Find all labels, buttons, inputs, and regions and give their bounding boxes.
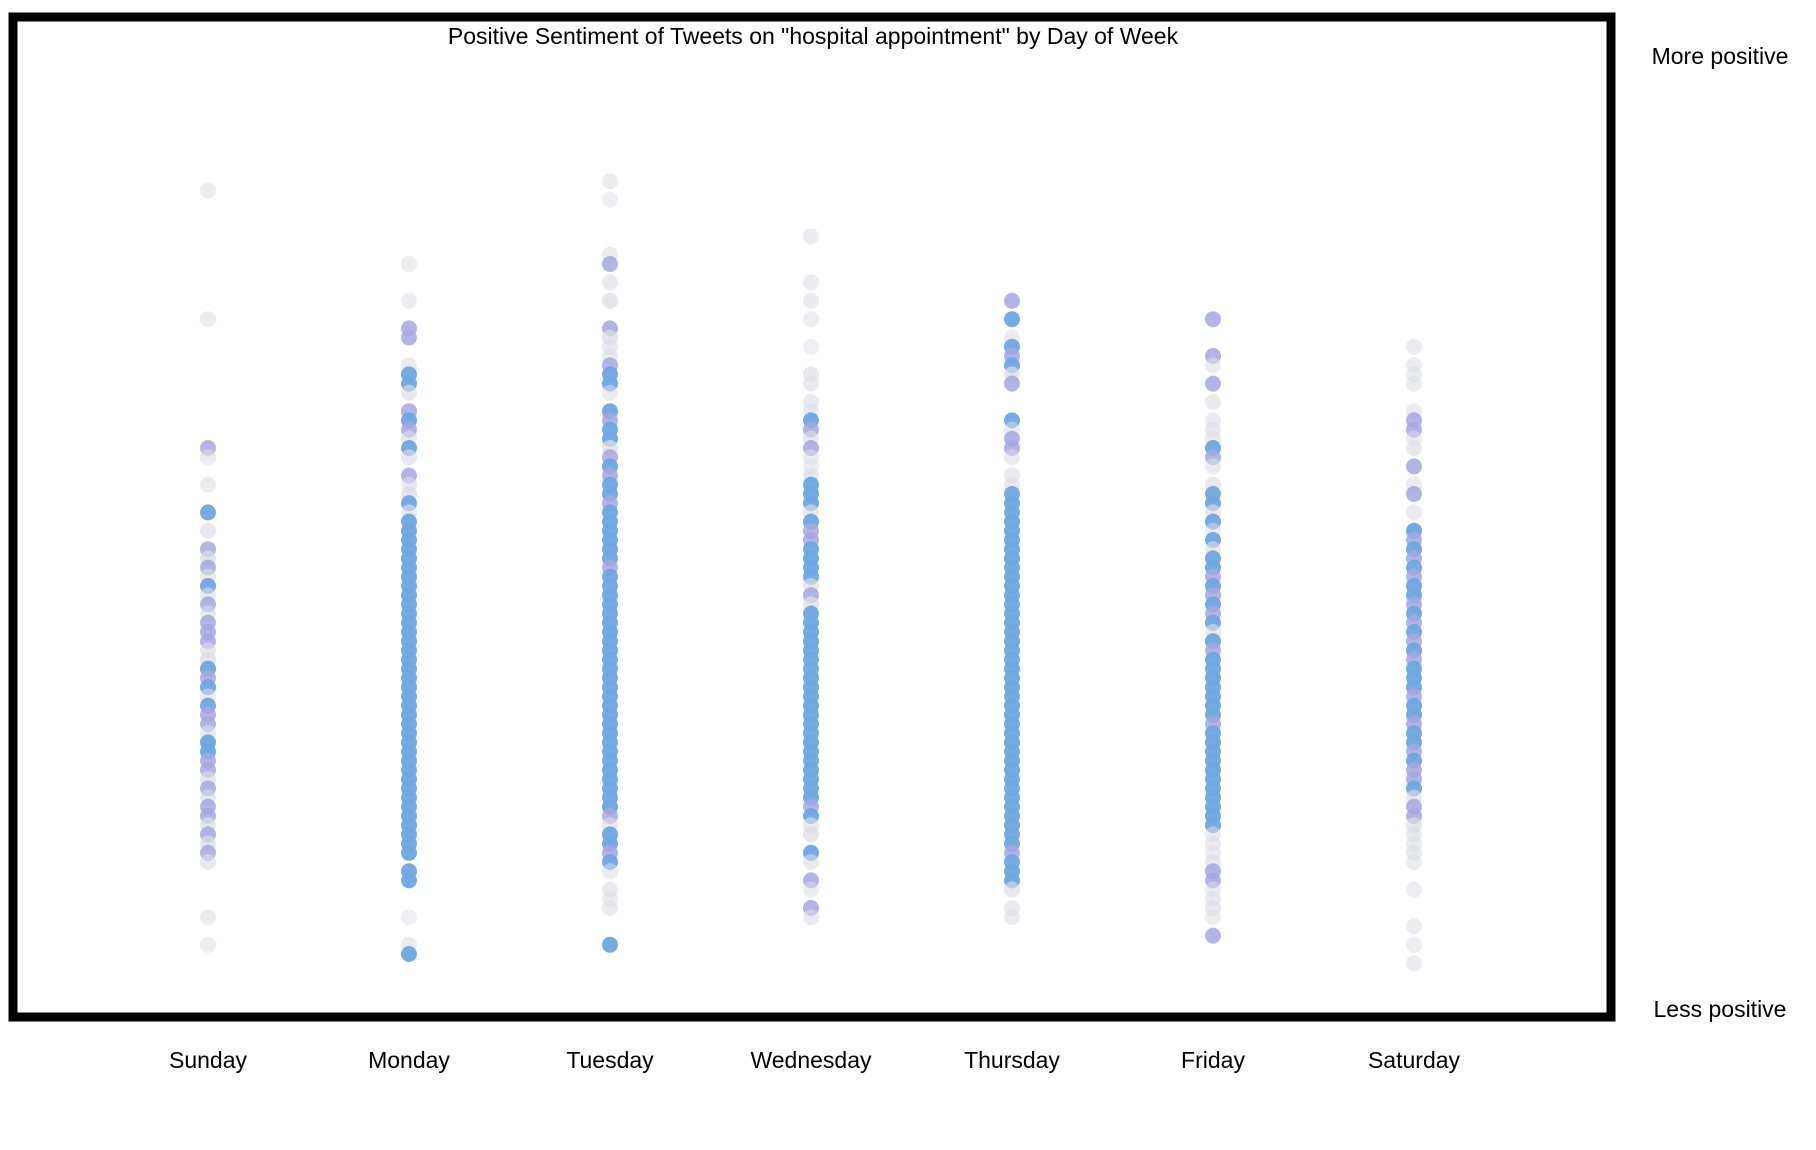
data-point-sunday bbox=[200, 936, 216, 953]
data-point-sunday bbox=[200, 311, 216, 328]
data-point-saturday bbox=[1406, 486, 1422, 502]
data-point-thursday bbox=[1004, 311, 1020, 328]
data-point-thursday bbox=[1004, 909, 1020, 926]
data-point-tuesday bbox=[602, 274, 618, 291]
data-point-friday bbox=[1205, 311, 1221, 328]
data-point-saturday bbox=[1406, 918, 1422, 935]
data-point-monday bbox=[401, 946, 417, 962]
data-point-monday bbox=[401, 384, 417, 401]
x-tick-label-saturday: Saturday bbox=[1368, 1047, 1461, 1073]
data-point-sunday bbox=[200, 476, 216, 493]
data-point-sunday bbox=[200, 449, 216, 466]
x-tick-label-sunday: Sunday bbox=[169, 1047, 248, 1073]
data-point-tuesday bbox=[602, 173, 618, 190]
data-point-tuesday bbox=[602, 863, 618, 880]
data-point-thursday bbox=[1004, 375, 1020, 392]
data-point-wednesday bbox=[803, 228, 819, 245]
x-tick-label-thursday: Thursday bbox=[964, 1047, 1060, 1073]
data-point-wednesday bbox=[803, 311, 819, 328]
data-point-tuesday bbox=[602, 384, 618, 401]
data-point-thursday bbox=[1004, 292, 1020, 309]
data-point-wednesday bbox=[803, 375, 819, 392]
data-point-wednesday bbox=[803, 909, 819, 926]
x-tick-label-monday: Monday bbox=[368, 1047, 450, 1073]
data-point-friday bbox=[1205, 375, 1221, 392]
data-point-wednesday bbox=[803, 292, 819, 309]
data-point-sunday bbox=[200, 909, 216, 926]
data-point-friday bbox=[1205, 909, 1221, 926]
data-point-saturday bbox=[1406, 375, 1422, 392]
data-point-wednesday bbox=[803, 854, 819, 870]
data-point-friday bbox=[1205, 394, 1221, 410]
data-point-saturday bbox=[1406, 440, 1422, 456]
data-point-monday bbox=[401, 872, 417, 889]
x-tick-label-friday: Friday bbox=[1181, 1047, 1245, 1073]
data-point-friday bbox=[1205, 357, 1221, 374]
data-point-sunday bbox=[200, 504, 216, 521]
data-point-wednesday bbox=[803, 826, 819, 843]
data-point-wednesday bbox=[803, 338, 819, 355]
data-point-monday bbox=[401, 256, 417, 272]
data-point-saturday bbox=[1406, 338, 1422, 355]
data-point-monday bbox=[401, 909, 417, 926]
data-point-saturday bbox=[1406, 955, 1422, 972]
data-point-saturday bbox=[1406, 881, 1422, 898]
x-tick-label-tuesday: Tuesday bbox=[566, 1047, 654, 1073]
x-axis-labels: Sunday Monday Tuesday Wednesday Thursday Frid… bbox=[169, 1047, 1461, 1073]
data-point-wednesday bbox=[803, 274, 819, 291]
data-point-tuesday bbox=[602, 256, 618, 272]
data-point-sunday bbox=[200, 182, 216, 199]
data-point-tuesday bbox=[602, 900, 618, 916]
data-point-saturday bbox=[1406, 936, 1422, 953]
data-point-monday bbox=[401, 844, 417, 861]
data-point-sunday bbox=[200, 522, 216, 539]
data-point-saturday bbox=[1406, 854, 1422, 870]
data-point-saturday bbox=[1406, 458, 1422, 475]
data-point-monday bbox=[401, 292, 417, 309]
data-point-monday bbox=[401, 449, 417, 466]
chart-title: Positive Sentiment of Tweets on "hospita… bbox=[448, 23, 1179, 49]
data-point-friday bbox=[1205, 927, 1221, 944]
data-point-tuesday bbox=[602, 191, 618, 208]
data-point-tuesday bbox=[602, 292, 618, 309]
y-axis-bottom-label: Less positive bbox=[1654, 996, 1787, 1022]
data-point-sunday bbox=[200, 854, 216, 870]
data-point-monday bbox=[401, 329, 417, 346]
data-point-wednesday bbox=[803, 881, 819, 898]
data-point-saturday bbox=[1406, 504, 1422, 521]
data-point-thursday bbox=[1004, 881, 1020, 898]
x-tick-label-wednesday: Wednesday bbox=[750, 1047, 872, 1073]
data-point-friday bbox=[1205, 458, 1221, 475]
data-point-tuesday bbox=[602, 936, 618, 953]
data-point-thursday bbox=[1004, 449, 1020, 466]
y-axis-top-label: More positive bbox=[1652, 43, 1789, 69]
data-points-layer bbox=[200, 173, 1422, 972]
